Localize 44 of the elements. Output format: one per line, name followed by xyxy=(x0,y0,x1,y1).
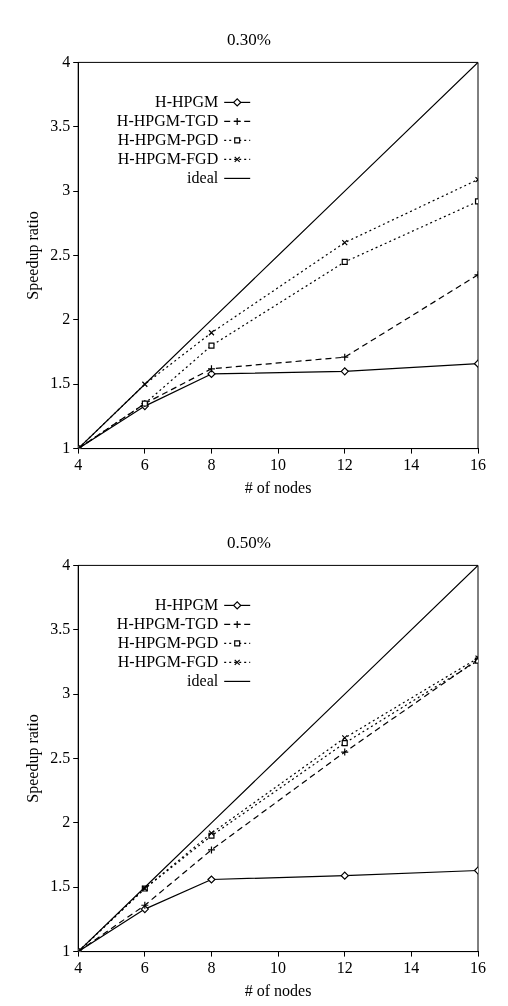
x-tick-label: 8 xyxy=(207,456,216,474)
x-axis-title: # of nodes xyxy=(244,981,312,999)
x-axis-title: # of nodes xyxy=(244,478,312,496)
y-tick-label: 2.5 xyxy=(50,748,71,766)
legend-label: H-HPGM-FGD xyxy=(117,652,219,670)
x-tick-label: 4 xyxy=(74,959,83,977)
legend-label: ideal xyxy=(187,168,219,186)
legend-label: H-HPGM xyxy=(155,92,219,110)
y-tick-label: 3.5 xyxy=(50,619,71,637)
y-tick-label: 2.5 xyxy=(50,245,71,263)
x-tick-label: 14 xyxy=(403,456,420,474)
legend-label: H-HPGM-FGD xyxy=(117,149,219,167)
y-tick-label: 3.5 xyxy=(50,116,71,134)
legend-label: H-HPGM xyxy=(155,595,219,613)
y-tick-label: 3 xyxy=(62,684,71,702)
legend-label: H-HPGM-TGD xyxy=(116,614,219,632)
x-tick-label: 6 xyxy=(140,959,149,977)
y-tick-label: 2 xyxy=(62,813,71,831)
x-tick-label: 14 xyxy=(403,959,420,977)
y-axis-title: Speedup ratio xyxy=(23,714,42,803)
y-tick-label: 1.5 xyxy=(50,877,71,895)
y-tick-label: 2 xyxy=(62,310,71,328)
x-tick-label: 6 xyxy=(140,456,149,474)
legend-label: H-HPGM-PGD xyxy=(117,633,219,651)
y-tick-label: 1 xyxy=(62,438,71,456)
legend-label: ideal xyxy=(187,671,219,689)
x-tick-label: 4 xyxy=(74,456,83,474)
y-tick-label: 1 xyxy=(62,941,71,959)
x-tick-label: 16 xyxy=(470,456,486,474)
y-tick-label: 1.5 xyxy=(50,374,71,392)
chart-title: 0.50% xyxy=(227,532,271,552)
legend-label: H-HPGM-PGD xyxy=(117,130,219,148)
y-tick-label: 3 xyxy=(62,181,71,199)
x-tick-label: 10 xyxy=(270,959,287,977)
x-tick-label: 12 xyxy=(336,456,353,474)
y-tick-label: 4 xyxy=(62,52,71,70)
x-tick-label: 16 xyxy=(470,959,486,977)
x-tick-label: 10 xyxy=(270,456,287,474)
y-tick-label: 4 xyxy=(62,555,71,573)
x-tick-label: 8 xyxy=(207,959,216,977)
y-axis-title: Speedup ratio xyxy=(23,211,42,300)
legend-label: H-HPGM-TGD xyxy=(116,111,219,129)
chart-title: 0.30% xyxy=(227,29,271,49)
x-tick-label: 12 xyxy=(336,959,353,977)
